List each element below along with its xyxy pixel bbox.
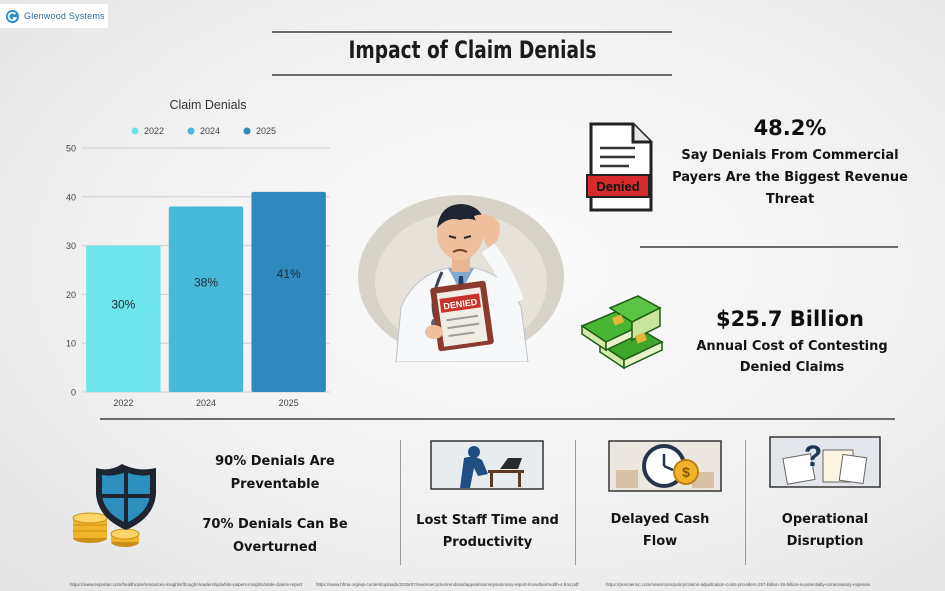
source-2[interactable]: https://www.hfma.org/wp-content/uploads/… xyxy=(316,582,579,587)
stat-denials-percent: 48.2% xyxy=(753,116,827,140)
cash-line-2: Flow xyxy=(642,534,678,549)
legend-swatch xyxy=(131,127,139,135)
ops-line-2: Disruption xyxy=(786,534,864,549)
bottom-divider-3 xyxy=(745,440,746,565)
staff-line-2: Productivity xyxy=(442,535,533,550)
stressed-doctor-illustration: DENIED xyxy=(358,195,564,362)
section-divider xyxy=(100,418,895,420)
stat-denials-caption-3: Threat xyxy=(765,192,815,207)
data-label: 41% xyxy=(277,267,301,281)
x-tick-label: 2025 xyxy=(279,398,299,408)
money-stack-icon xyxy=(580,295,664,370)
chart-legend: 2022 2024 2025 xyxy=(131,126,276,136)
denied-document-icon: Denied xyxy=(586,122,653,212)
chart-bars: 30% 38% 41% xyxy=(86,191,326,392)
legend-label: 2025 xyxy=(256,126,276,136)
stat-cost-value: $25.7 Billion xyxy=(716,307,864,331)
denied-stamp-text: DENIED xyxy=(443,297,479,312)
bar-2024 xyxy=(168,206,244,392)
y-tick-label: 20 xyxy=(66,290,76,300)
legend-swatch xyxy=(243,127,251,135)
preventable-line-2: Preventable xyxy=(230,477,320,492)
data-label: 38% xyxy=(194,275,218,289)
denied-label: Denied xyxy=(596,179,639,194)
chart-title: Claim Denials xyxy=(169,98,246,112)
page-title: Impact of Claim Denials xyxy=(348,36,597,64)
brand-logo: Glenwood Systems xyxy=(0,4,108,28)
glenwood-logo-icon xyxy=(5,9,20,23)
shield-coins-icon xyxy=(72,464,156,547)
question-mark: ? xyxy=(804,440,822,473)
chart-x-ticks: 2022 2024 2025 xyxy=(113,398,298,408)
x-tick-label: 2024 xyxy=(196,398,216,408)
question-documents-icon: ? xyxy=(769,436,881,488)
bar-2022 xyxy=(86,245,161,392)
dollar-symbol: $ xyxy=(682,464,690,480)
source-1[interactable]: https://www.experian.com/healthcare/reso… xyxy=(70,582,303,587)
stat-denials-caption-1: Say Denials From Commercial xyxy=(681,148,899,163)
y-tick-label: 50 xyxy=(66,144,76,154)
ops-line-1: Operational xyxy=(781,512,869,527)
brand-name: Glenwood Systems xyxy=(24,11,105,21)
claim-denials-chart: Claim Denials 2022 2024 2025 0 10 20 30 40 50 3… xyxy=(66,98,330,408)
preventable-line-1: 90% Denials Are xyxy=(215,454,335,469)
title-rule-top xyxy=(272,31,672,33)
clock-coin-icon: $ xyxy=(608,440,722,492)
overturned-line-1: 70% Denials Can Be xyxy=(202,517,348,532)
cash-line-1: Delayed Cash xyxy=(610,512,710,527)
x-tick-label: 2022 xyxy=(113,398,133,408)
bar-2025 xyxy=(251,191,326,392)
chart-y-ticks: 0 10 20 30 40 50 xyxy=(66,144,76,398)
source-3[interactable]: https://premierinc.com/newsroom/policy/c… xyxy=(606,582,871,587)
legend-label: 2024 xyxy=(200,126,220,136)
y-tick-label: 10 xyxy=(66,339,76,349)
y-tick-label: 40 xyxy=(66,192,76,202)
y-tick-label: 30 xyxy=(66,241,76,251)
stat-denials-caption-2: Payers Are the Biggest Revenue xyxy=(672,170,908,185)
stats-divider xyxy=(640,246,898,248)
staff-line-1: Lost Staff Time and xyxy=(416,513,559,528)
title-rule-bottom xyxy=(272,74,672,76)
stat-cost-caption-1: Annual Cost of Contesting xyxy=(696,339,888,354)
office-worker-icon xyxy=(430,440,544,490)
legend-swatch xyxy=(187,127,195,135)
stat-cost-caption-2: Denied Claims xyxy=(739,360,845,375)
bottom-divider-1 xyxy=(400,440,401,565)
y-tick-label: 0 xyxy=(71,388,76,398)
legend-label: 2022 xyxy=(144,126,164,136)
data-label: 30% xyxy=(111,298,135,312)
bottom-divider-2 xyxy=(575,440,576,565)
overturned-line-2: Overturned xyxy=(232,540,317,555)
